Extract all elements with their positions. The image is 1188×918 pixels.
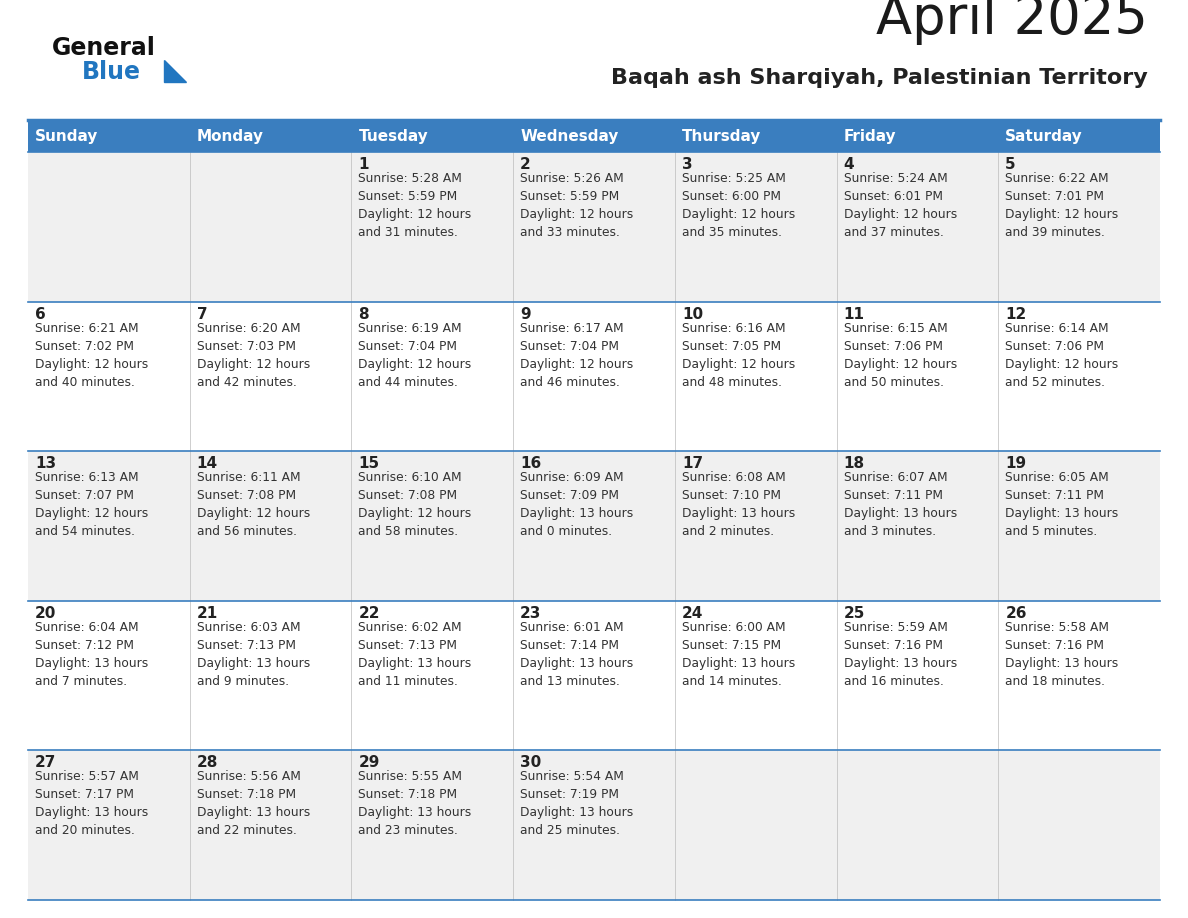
Text: Sunrise: 6:00 AM
Sunset: 7:15 PM
Daylight: 13 hours
and 14 minutes.: Sunrise: 6:00 AM Sunset: 7:15 PM Dayligh… bbox=[682, 621, 795, 688]
Text: 27: 27 bbox=[34, 756, 56, 770]
Text: 23: 23 bbox=[520, 606, 542, 621]
Text: 24: 24 bbox=[682, 606, 703, 621]
Text: 8: 8 bbox=[359, 307, 369, 321]
Text: Sunrise: 6:21 AM
Sunset: 7:02 PM
Daylight: 12 hours
and 40 minutes.: Sunrise: 6:21 AM Sunset: 7:02 PM Dayligh… bbox=[34, 321, 148, 388]
Text: 28: 28 bbox=[197, 756, 219, 770]
Text: Sunrise: 6:05 AM
Sunset: 7:11 PM
Daylight: 13 hours
and 5 minutes.: Sunrise: 6:05 AM Sunset: 7:11 PM Dayligh… bbox=[1005, 471, 1119, 538]
Text: 12: 12 bbox=[1005, 307, 1026, 321]
Text: Tuesday: Tuesday bbox=[359, 129, 428, 143]
Text: 26: 26 bbox=[1005, 606, 1026, 621]
Text: Sunrise: 6:10 AM
Sunset: 7:08 PM
Daylight: 12 hours
and 58 minutes.: Sunrise: 6:10 AM Sunset: 7:08 PM Dayligh… bbox=[359, 471, 472, 538]
Text: 7: 7 bbox=[197, 307, 208, 321]
Text: Sunrise: 5:25 AM
Sunset: 6:00 PM
Daylight: 12 hours
and 35 minutes.: Sunrise: 5:25 AM Sunset: 6:00 PM Dayligh… bbox=[682, 172, 795, 239]
Text: 11: 11 bbox=[843, 307, 865, 321]
Text: Blue: Blue bbox=[82, 60, 141, 84]
Text: Sunrise: 6:15 AM
Sunset: 7:06 PM
Daylight: 12 hours
and 50 minutes.: Sunrise: 6:15 AM Sunset: 7:06 PM Dayligh… bbox=[843, 321, 956, 388]
Text: 6: 6 bbox=[34, 307, 46, 321]
Text: Monday: Monday bbox=[197, 129, 264, 143]
Text: 19: 19 bbox=[1005, 456, 1026, 471]
Text: Friday: Friday bbox=[843, 129, 896, 143]
Text: 30: 30 bbox=[520, 756, 542, 770]
Text: 3: 3 bbox=[682, 157, 693, 172]
Text: Wednesday: Wednesday bbox=[520, 129, 619, 143]
Text: Sunrise: 6:08 AM
Sunset: 7:10 PM
Daylight: 13 hours
and 2 minutes.: Sunrise: 6:08 AM Sunset: 7:10 PM Dayligh… bbox=[682, 471, 795, 538]
Text: Baqah ash Sharqiyah, Palestinian Territory: Baqah ash Sharqiyah, Palestinian Territo… bbox=[612, 68, 1148, 88]
Text: Sunrise: 5:28 AM
Sunset: 5:59 PM
Daylight: 12 hours
and 31 minutes.: Sunrise: 5:28 AM Sunset: 5:59 PM Dayligh… bbox=[359, 172, 472, 239]
Text: 25: 25 bbox=[843, 606, 865, 621]
Text: 21: 21 bbox=[197, 606, 217, 621]
Text: Sunrise: 6:11 AM
Sunset: 7:08 PM
Daylight: 12 hours
and 56 minutes.: Sunrise: 6:11 AM Sunset: 7:08 PM Dayligh… bbox=[197, 471, 310, 538]
Text: Sunrise: 5:56 AM
Sunset: 7:18 PM
Daylight: 13 hours
and 22 minutes.: Sunrise: 5:56 AM Sunset: 7:18 PM Dayligh… bbox=[197, 770, 310, 837]
Text: Sunrise: 6:01 AM
Sunset: 7:14 PM
Daylight: 13 hours
and 13 minutes.: Sunrise: 6:01 AM Sunset: 7:14 PM Dayligh… bbox=[520, 621, 633, 688]
Text: 17: 17 bbox=[682, 456, 703, 471]
Text: 14: 14 bbox=[197, 456, 217, 471]
Text: Sunrise: 5:24 AM
Sunset: 6:01 PM
Daylight: 12 hours
and 37 minutes.: Sunrise: 5:24 AM Sunset: 6:01 PM Dayligh… bbox=[843, 172, 956, 239]
Text: 16: 16 bbox=[520, 456, 542, 471]
Bar bbox=[29, 600, 1159, 750]
Text: Saturday: Saturday bbox=[1005, 129, 1083, 143]
Text: Sunrise: 5:58 AM
Sunset: 7:16 PM
Daylight: 13 hours
and 18 minutes.: Sunrise: 5:58 AM Sunset: 7:16 PM Dayligh… bbox=[1005, 621, 1119, 688]
Text: 18: 18 bbox=[843, 456, 865, 471]
Text: Sunrise: 5:57 AM
Sunset: 7:17 PM
Daylight: 13 hours
and 20 minutes.: Sunrise: 5:57 AM Sunset: 7:17 PM Dayligh… bbox=[34, 770, 148, 837]
Text: Sunrise: 6:20 AM
Sunset: 7:03 PM
Daylight: 12 hours
and 42 minutes.: Sunrise: 6:20 AM Sunset: 7:03 PM Dayligh… bbox=[197, 321, 310, 388]
Text: Sunrise: 6:07 AM
Sunset: 7:11 PM
Daylight: 13 hours
and 3 minutes.: Sunrise: 6:07 AM Sunset: 7:11 PM Dayligh… bbox=[843, 471, 956, 538]
Text: Sunrise: 5:54 AM
Sunset: 7:19 PM
Daylight: 13 hours
and 25 minutes.: Sunrise: 5:54 AM Sunset: 7:19 PM Dayligh… bbox=[520, 770, 633, 837]
Text: 22: 22 bbox=[359, 606, 380, 621]
Text: 20: 20 bbox=[34, 606, 56, 621]
Text: Sunrise: 5:59 AM
Sunset: 7:16 PM
Daylight: 13 hours
and 16 minutes.: Sunrise: 5:59 AM Sunset: 7:16 PM Dayligh… bbox=[843, 621, 956, 688]
Text: Sunrise: 6:14 AM
Sunset: 7:06 PM
Daylight: 12 hours
and 52 minutes.: Sunrise: 6:14 AM Sunset: 7:06 PM Dayligh… bbox=[1005, 321, 1119, 388]
Bar bbox=[29, 750, 1159, 900]
Bar bbox=[29, 302, 1159, 452]
Text: 10: 10 bbox=[682, 307, 703, 321]
Text: Sunrise: 5:55 AM
Sunset: 7:18 PM
Daylight: 13 hours
and 23 minutes.: Sunrise: 5:55 AM Sunset: 7:18 PM Dayligh… bbox=[359, 770, 472, 837]
Text: 9: 9 bbox=[520, 307, 531, 321]
Text: Sunrise: 6:19 AM
Sunset: 7:04 PM
Daylight: 12 hours
and 44 minutes.: Sunrise: 6:19 AM Sunset: 7:04 PM Dayligh… bbox=[359, 321, 472, 388]
Text: General: General bbox=[52, 36, 156, 60]
Text: 2: 2 bbox=[520, 157, 531, 172]
Text: Sunrise: 6:04 AM
Sunset: 7:12 PM
Daylight: 13 hours
and 7 minutes.: Sunrise: 6:04 AM Sunset: 7:12 PM Dayligh… bbox=[34, 621, 148, 688]
Text: Sunrise: 6:16 AM
Sunset: 7:05 PM
Daylight: 12 hours
and 48 minutes.: Sunrise: 6:16 AM Sunset: 7:05 PM Dayligh… bbox=[682, 321, 795, 388]
Text: 13: 13 bbox=[34, 456, 56, 471]
Text: Sunrise: 6:17 AM
Sunset: 7:04 PM
Daylight: 12 hours
and 46 minutes.: Sunrise: 6:17 AM Sunset: 7:04 PM Dayligh… bbox=[520, 321, 633, 388]
Text: Sunrise: 6:03 AM
Sunset: 7:13 PM
Daylight: 13 hours
and 9 minutes.: Sunrise: 6:03 AM Sunset: 7:13 PM Dayligh… bbox=[197, 621, 310, 688]
Text: Sunrise: 6:09 AM
Sunset: 7:09 PM
Daylight: 13 hours
and 0 minutes.: Sunrise: 6:09 AM Sunset: 7:09 PM Dayligh… bbox=[520, 471, 633, 538]
Text: 5: 5 bbox=[1005, 157, 1016, 172]
Text: 1: 1 bbox=[359, 157, 369, 172]
Text: Sunrise: 5:26 AM
Sunset: 5:59 PM
Daylight: 12 hours
and 33 minutes.: Sunrise: 5:26 AM Sunset: 5:59 PM Dayligh… bbox=[520, 172, 633, 239]
Text: Sunrise: 6:02 AM
Sunset: 7:13 PM
Daylight: 13 hours
and 11 minutes.: Sunrise: 6:02 AM Sunset: 7:13 PM Dayligh… bbox=[359, 621, 472, 688]
Text: 15: 15 bbox=[359, 456, 379, 471]
Text: Sunrise: 6:22 AM
Sunset: 7:01 PM
Daylight: 12 hours
and 39 minutes.: Sunrise: 6:22 AM Sunset: 7:01 PM Dayligh… bbox=[1005, 172, 1119, 239]
Text: 4: 4 bbox=[843, 157, 854, 172]
Text: Sunrise: 6:13 AM
Sunset: 7:07 PM
Daylight: 12 hours
and 54 minutes.: Sunrise: 6:13 AM Sunset: 7:07 PM Dayligh… bbox=[34, 471, 148, 538]
Text: Sunday: Sunday bbox=[34, 129, 99, 143]
Polygon shape bbox=[164, 60, 187, 82]
Bar bbox=[29, 452, 1159, 600]
Text: Thursday: Thursday bbox=[682, 129, 762, 143]
Bar bbox=[29, 120, 1159, 152]
Text: 29: 29 bbox=[359, 756, 380, 770]
Text: April 2025: April 2025 bbox=[876, 0, 1148, 45]
Bar bbox=[29, 152, 1159, 302]
